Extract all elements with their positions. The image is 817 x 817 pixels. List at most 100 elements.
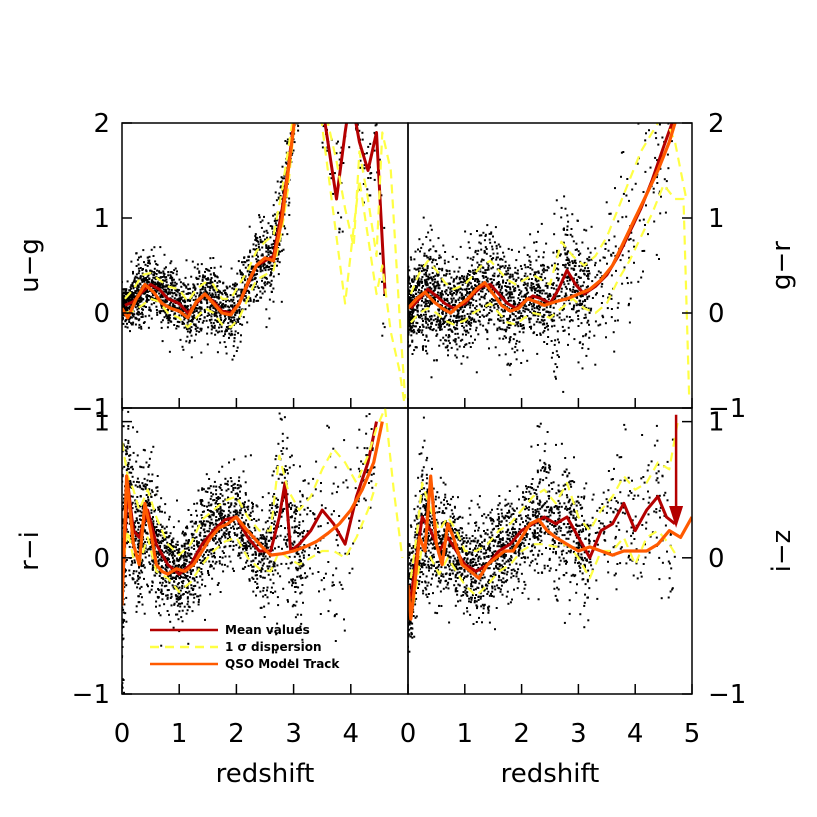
scatter-point [411, 278, 414, 281]
scatter-point [266, 565, 269, 568]
scatter-point [265, 266, 268, 268]
scatter-point [147, 274, 150, 277]
scatter-point [519, 265, 522, 268]
scatter-point [522, 309, 525, 312]
scatter-point [334, 466, 337, 469]
scatter-point [122, 292, 124, 295]
scatter-point [216, 296, 219, 299]
scatter-point [572, 268, 575, 271]
scatter-point [543, 319, 546, 322]
scatter-point [247, 545, 250, 548]
scatter-point [408, 281, 410, 284]
scatter-point [194, 328, 197, 330]
scatter-point [166, 597, 169, 600]
scatter-point [439, 339, 442, 342]
scatter-point [295, 96, 297, 98]
scatter-point [267, 222, 270, 225]
scatter-point [130, 503, 133, 506]
scatter-point [301, 86, 303, 88]
scatter-point [508, 364, 511, 367]
scatter-point [669, 76, 671, 78]
scatter-point [485, 252, 488, 255]
scatter-point [429, 248, 432, 251]
scatter-point [165, 276, 168, 279]
scatter-point [474, 307, 477, 310]
scatter-point [145, 538, 148, 540]
scatter-point [450, 329, 453, 332]
scatter-point [269, 591, 272, 594]
scatter-point [443, 262, 446, 265]
scatter-point [408, 276, 410, 279]
scatter-point [195, 276, 198, 279]
scatter-point [211, 293, 214, 296]
scatter-point [137, 263, 140, 266]
scatter-point [567, 220, 570, 223]
scatter-point [438, 312, 440, 315]
scatter-point [485, 276, 488, 279]
scatter-point [627, 250, 630, 253]
scatter-point [144, 485, 147, 488]
scatter-point [171, 305, 174, 308]
scatter-point [495, 256, 498, 259]
scatter-point [176, 320, 179, 323]
scatter-point [130, 322, 132, 325]
scatter-point [545, 310, 548, 313]
scatter-point [267, 253, 270, 256]
scatter-point [296, 532, 299, 534]
scatter-point [210, 332, 213, 335]
scatter-point [415, 305, 418, 308]
scatter-point [190, 326, 193, 329]
scatter-point [292, 149, 295, 152]
scatter-point [428, 249, 431, 252]
scatter-point [168, 581, 171, 584]
scatter-point [261, 246, 264, 249]
scatter-point [134, 275, 137, 278]
scatter-point [145, 532, 148, 535]
scatter-point [423, 273, 426, 276]
scatter-point [617, 302, 620, 305]
scatter-point [270, 522, 273, 524]
scatter-point [165, 525, 168, 528]
scatter-point [455, 356, 458, 359]
scatter-point [178, 292, 181, 295]
scatter-point [172, 272, 175, 275]
scatter-point [170, 283, 173, 286]
scatter-point [587, 307, 590, 310]
scatter-point [565, 294, 568, 297]
scatter-point [232, 283, 234, 286]
scatter-point [563, 295, 566, 298]
scatter-point [539, 286, 542, 289]
scatter-point [475, 272, 478, 275]
scatter-point [235, 311, 238, 314]
scatter-point [280, 300, 283, 303]
scatter-point [551, 325, 553, 328]
ytick-label-ug: 2 [93, 109, 110, 139]
scatter-point [458, 276, 461, 279]
scatter-point [126, 326, 129, 329]
scatter-point [422, 347, 424, 350]
scatter-point [585, 229, 588, 232]
scatter-point [539, 289, 542, 292]
scatter-point [518, 330, 521, 333]
scatter-point [164, 299, 167, 302]
scatter-point [409, 290, 412, 293]
scatter-point [597, 324, 600, 327]
scatter-point [447, 339, 450, 342]
scatter-point [194, 298, 197, 301]
scatter-point [463, 275, 466, 278]
scatter-point [369, 142, 372, 145]
scatter-point [293, 111, 295, 113]
scatter-point [562, 264, 565, 266]
scatter-point [468, 274, 471, 276]
scatter-point [588, 336, 591, 339]
scatter-point [306, 506, 309, 509]
scatter-point [537, 305, 540, 307]
scatter-point [585, 333, 588, 336]
scatter-point [270, 279, 273, 282]
scatter-point [434, 318, 437, 321]
scatter-point [555, 350, 558, 353]
scatter-point [417, 315, 420, 317]
scatter-point [260, 536, 263, 539]
scatter-point [568, 261, 571, 264]
scatter-point [489, 299, 492, 302]
